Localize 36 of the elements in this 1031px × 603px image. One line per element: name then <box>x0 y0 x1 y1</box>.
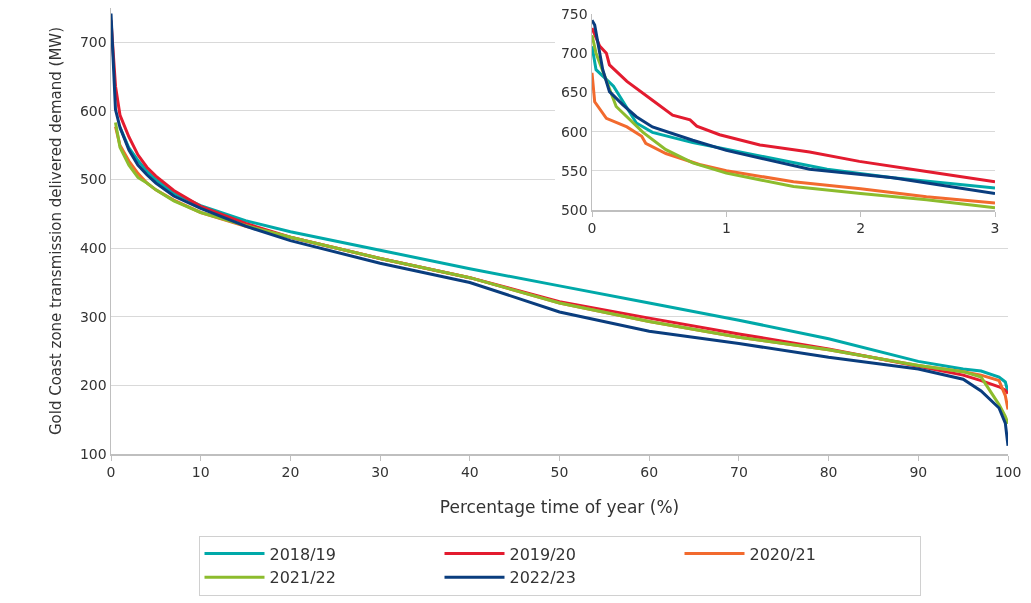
x-tick-label: 50 <box>550 464 569 481</box>
y-tick-label: 200 <box>79 377 107 394</box>
y-tick-label: 500 <box>79 171 107 188</box>
line-series <box>592 71 995 205</box>
x-tick-label: 20 <box>281 464 300 481</box>
x-tick-label: 70 <box>729 464 748 481</box>
x-axis-title: Percentage time of year (%) <box>439 497 680 518</box>
y-tick-label: 600 <box>79 102 107 119</box>
y-tick-label: 650 <box>560 84 588 101</box>
y-tick-label: 400 <box>79 240 107 257</box>
x-tick-label: 3 <box>990 220 1000 237</box>
y-tick-label: 750 <box>560 5 588 22</box>
y-tick-label: 700 <box>79 34 107 51</box>
x-tick-label: 10 <box>191 464 210 481</box>
legend-label: 2021/22 <box>269 568 336 588</box>
x-tick-label: 80 <box>819 464 838 481</box>
x-tick-label: 100 <box>994 464 1022 481</box>
legend-label: 2020/21 <box>749 544 816 564</box>
x-tick-label: 90 <box>909 464 928 481</box>
y-tick-label: 600 <box>560 123 588 140</box>
y-tick-label: 550 <box>560 162 588 179</box>
y-tick-label: 100 <box>79 445 107 462</box>
x-tick-label: 30 <box>371 464 390 481</box>
y-tick-label: 300 <box>79 308 107 325</box>
x-tick-label: 1 <box>721 220 731 237</box>
x-tick-label: 0 <box>587 220 597 237</box>
y-tick-label: 700 <box>560 45 588 62</box>
legend-label: 2018/19 <box>269 544 336 564</box>
x-tick-label: 0 <box>106 464 116 481</box>
legend-label: 2022/23 <box>509 568 576 588</box>
legend-label: 2019/20 <box>509 544 576 564</box>
x-tick-label: 40 <box>460 464 479 481</box>
x-tick-label: 60 <box>640 464 659 481</box>
y-tick-label: 500 <box>560 201 588 218</box>
x-tick-label: 2 <box>856 220 866 237</box>
y-axis-title: Gold Coast zone transmission delivered demand (MW) <box>47 26 66 436</box>
